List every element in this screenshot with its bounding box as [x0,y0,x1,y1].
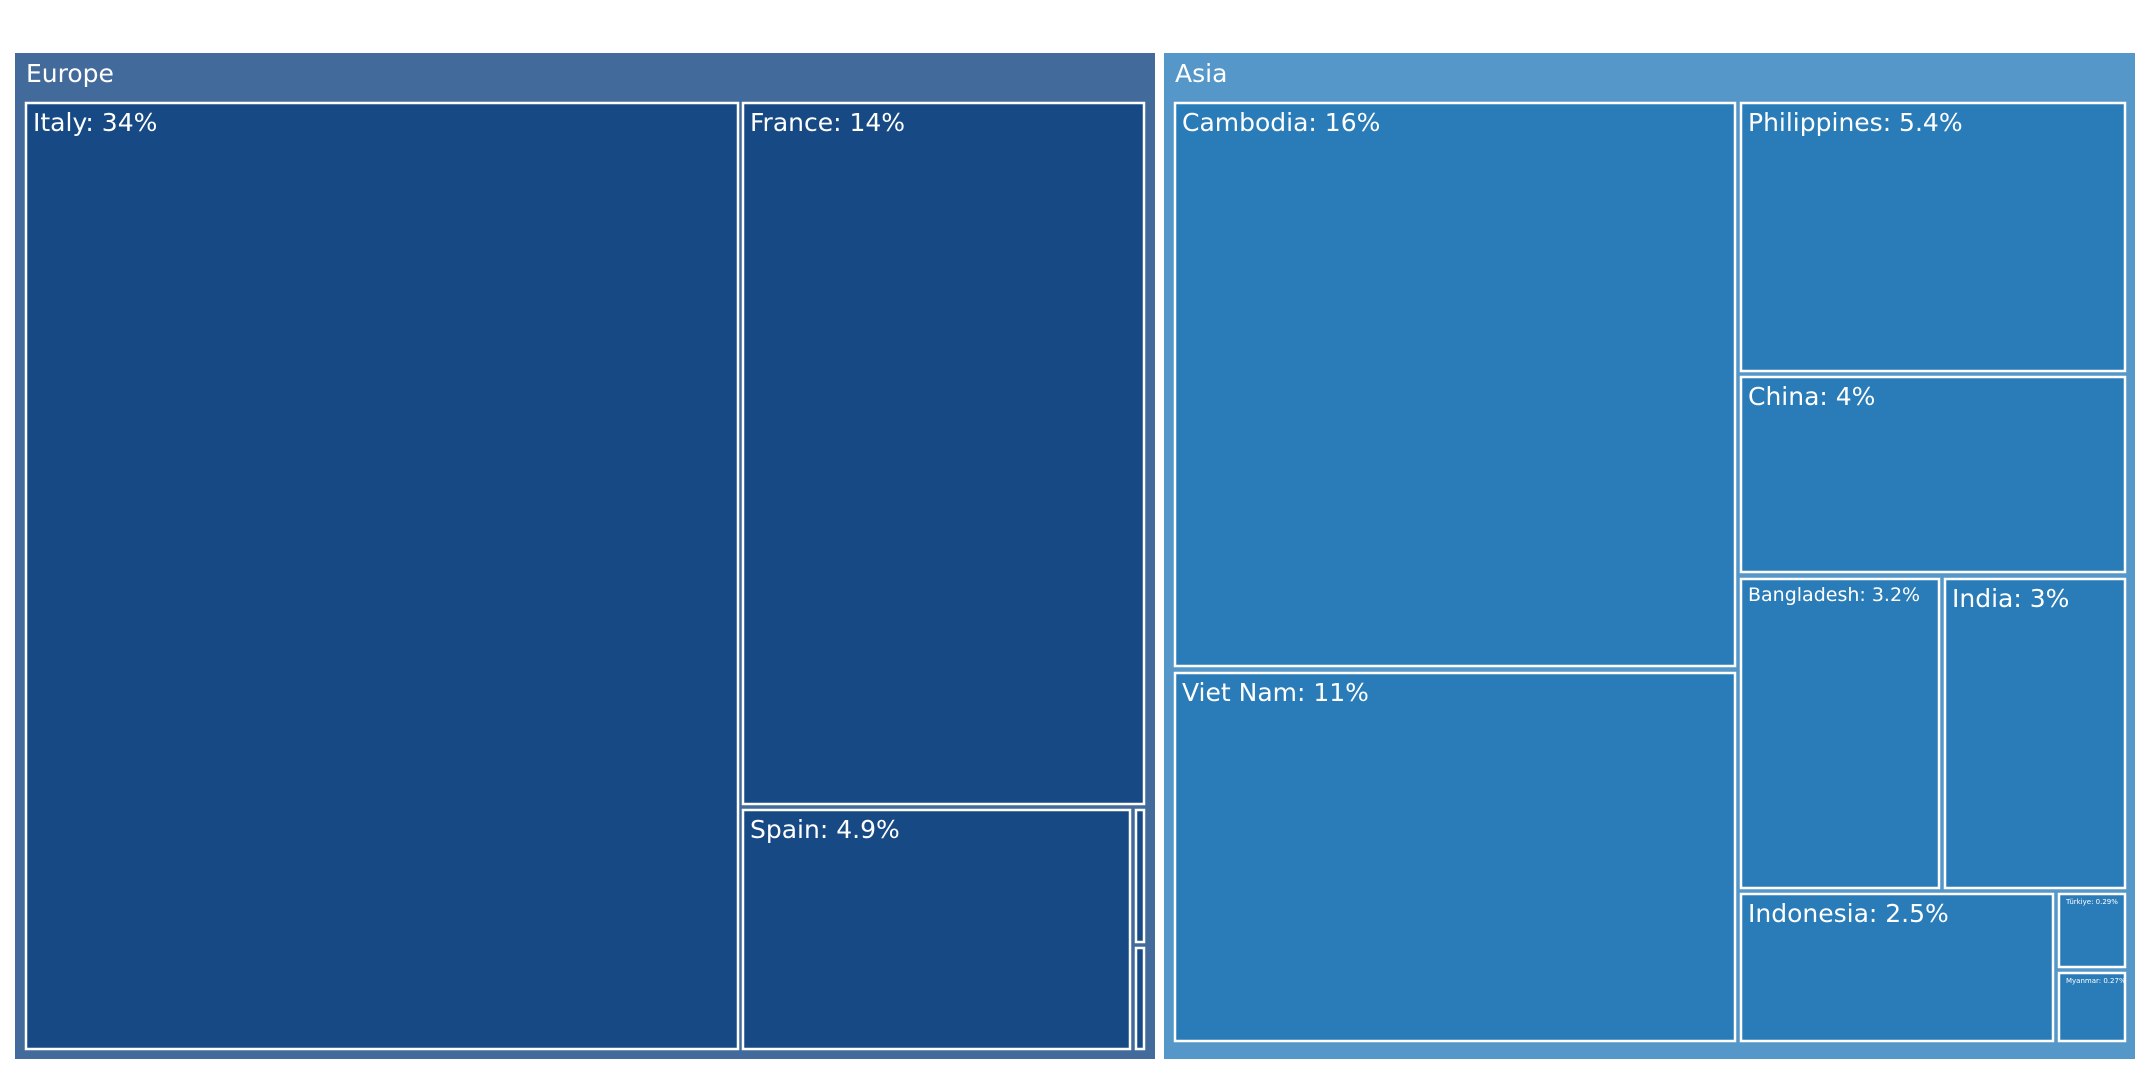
tile-bangladesh[interactable] [1739,577,1941,890]
tile-philippines[interactable] [1739,101,2127,373]
tile-philippines-label: Philippines: 5.4% [1748,108,1963,137]
tile-france[interactable] [741,101,1146,806]
tile-bangladesh-label: Bangladesh: 3.2% [1748,584,1920,606]
tile-india-label: India: 3% [1952,584,2069,613]
tile-italy-label: Italy: 34% [33,108,157,137]
tile-cambodia-label: Cambodia: 16% [1182,108,1380,137]
tile-china-label: China: 4% [1748,382,1875,411]
tile-item-3[interactable] [1134,808,1146,944]
tile-viet-nam[interactable] [1173,671,1737,1043]
tile-cambodia[interactable] [1173,101,1737,668]
group-asia-label: Asia [1175,59,1227,88]
tile-france-label: France: 14% [750,108,905,137]
tile-myanmar-label: Myanmar: 0.27% [2066,977,2126,985]
group-europe: Europe Italy: 34% France: 14% Spain: 4.9% [13,51,1157,1061]
tile-myanmar[interactable] [2057,971,2127,1043]
tile-t-rkiye-label: Türkiye: 0.29% [2065,898,2118,906]
tile-t-rkiye[interactable] [2057,892,2127,969]
tile-china[interactable] [1739,375,2127,574]
tile-india[interactable] [1943,577,2127,890]
tile-indonesia-label: Indonesia: 2.5% [1748,899,1949,928]
tile-viet-nam-label: Viet Nam: 11% [1182,678,1369,707]
tile-spain[interactable] [741,808,1132,1051]
tile-spain-label: Spain: 4.9% [750,815,900,844]
tile-italy[interactable] [24,101,740,1051]
tile-indonesia[interactable] [1739,892,2055,1043]
group-europe-label: Europe [26,59,114,88]
group-asia: Asia Cambodia: 16% Viet Nam: 11% Philippine… [1162,51,2137,1061]
tile-item-4[interactable] [1134,946,1146,1051]
